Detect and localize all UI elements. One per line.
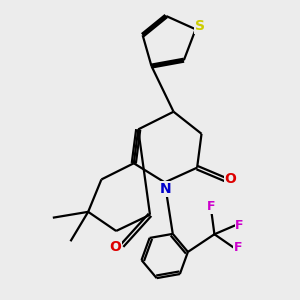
Text: O: O — [224, 172, 236, 186]
Text: N: N — [160, 182, 171, 196]
Text: F: F — [235, 219, 244, 232]
Text: S: S — [195, 19, 205, 33]
Text: F: F — [234, 241, 242, 254]
Text: F: F — [207, 200, 216, 213]
Text: O: O — [110, 240, 122, 254]
